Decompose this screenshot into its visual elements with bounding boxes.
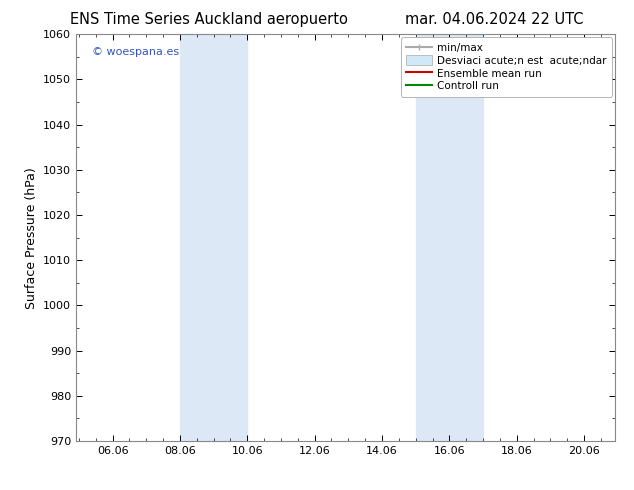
- Y-axis label: Surface Pressure (hPa): Surface Pressure (hPa): [25, 167, 37, 309]
- Bar: [180, 34, 247, 441]
- Text: mar. 04.06.2024 22 UTC: mar. 04.06.2024 22 UTC: [405, 12, 584, 27]
- Text: © woespana.es: © woespana.es: [93, 47, 179, 56]
- Legend: min/max, Desviaci acute;n est  acute;ndar, Ensemble mean run, Controll run: min/max, Desviaci acute;n est acute;ndar…: [401, 37, 612, 97]
- Text: ENS Time Series Auckland aeropuerto: ENS Time Series Auckland aeropuerto: [70, 12, 348, 27]
- Bar: [416, 34, 483, 441]
